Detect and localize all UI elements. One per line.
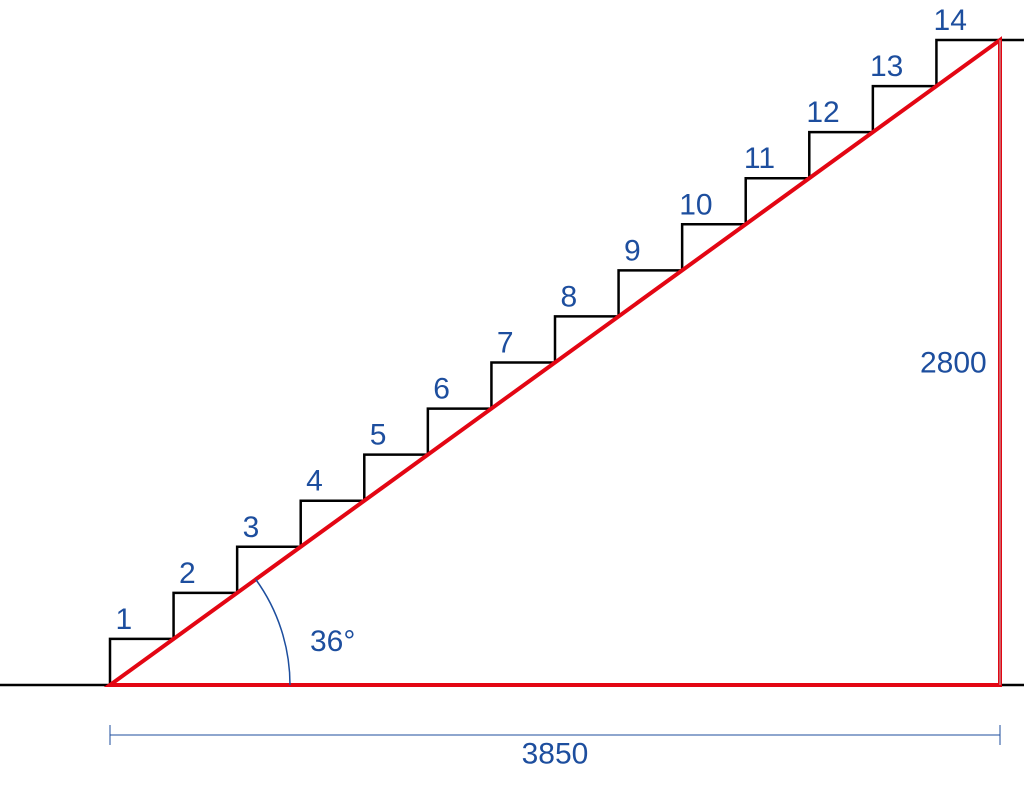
step-label: 3 <box>243 511 260 544</box>
step-label: 7 <box>497 327 514 360</box>
pitch-triangle <box>110 40 1000 685</box>
step-label: 4 <box>306 465 323 498</box>
angle-arc <box>256 579 290 685</box>
angle-label: 36° <box>310 625 355 658</box>
step-label: 14 <box>934 4 967 37</box>
step-label: 13 <box>870 50 903 83</box>
step-label: 12 <box>806 96 839 129</box>
dimension-horizontal: 3850 <box>110 725 1000 771</box>
step-label: 10 <box>679 188 712 221</box>
step-label: 8 <box>560 280 577 313</box>
step-label: 9 <box>624 234 641 267</box>
dimension-vertical: 2800 <box>920 40 1000 685</box>
step-label: 5 <box>370 419 387 452</box>
stair-diagram: 36° 1234567891011121314 3850 2800 <box>0 0 1024 791</box>
step-label: 11 <box>744 142 775 175</box>
dimension-horizontal-label: 3850 <box>522 738 589 771</box>
step-label: 1 <box>115 603 132 636</box>
step-labels: 1234567891011121314 <box>115 4 966 636</box>
dimension-vertical-label: 2800 <box>920 347 987 380</box>
step-label: 2 <box>179 557 196 590</box>
step-label: 6 <box>433 373 450 406</box>
